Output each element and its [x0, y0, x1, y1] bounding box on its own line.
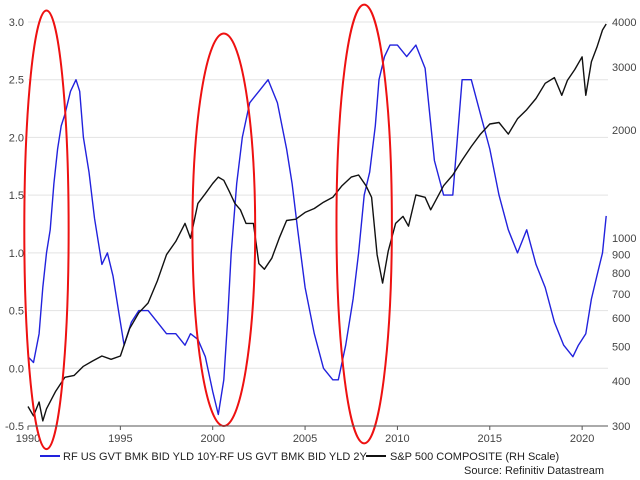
legend-label-sp500: S&P 500 COMPOSITE (RH Scale): [390, 451, 559, 463]
x-tick-label: 2000: [200, 433, 224, 445]
right-tick-label: 900: [612, 250, 630, 262]
right-tick-label: 400: [612, 376, 630, 388]
left-tick-label: 0.0: [9, 363, 24, 375]
left-tick-label: 0.5: [9, 306, 24, 318]
x-tick-label: 2015: [478, 433, 502, 445]
right-tick-label: 1000: [612, 233, 636, 245]
x-tick-label: 1995: [108, 433, 132, 445]
series-line-yield-spread: [27, 44, 607, 416]
left-axis-ticks: -0.5 0.0 0.5 1.0 1.5 2.0 2.5 3.0: [5, 17, 24, 433]
right-tick-label: 2000: [612, 125, 636, 137]
right-axis-ticks: 300 400 500 600 700 800 900 1000 2000 3000 4000: [612, 17, 636, 433]
highlight-ellipse: [335, 3, 393, 445]
left-tick-label: 2.0: [9, 132, 24, 144]
left-tick-label: 1.5: [9, 190, 24, 202]
right-tick-label: 700: [612, 289, 630, 301]
gridlines: [28, 21, 608, 427]
right-tick-label: 800: [612, 268, 630, 280]
right-tick-label: 3000: [612, 62, 636, 74]
right-tick-label: 500: [612, 341, 630, 353]
right-tick-label: 300: [612, 421, 630, 433]
x-tick-label: 1990: [16, 433, 40, 445]
right-tick-label: 4000: [612, 17, 636, 29]
source-note: Source: Refinitiv Datastream: [464, 465, 604, 477]
left-tick-label: 3.0: [9, 17, 24, 29]
legend: RF US GVT BMK BID YLD 10Y-RF US GVT BMK …: [40, 451, 559, 463]
series-line-sp500: [27, 23, 607, 422]
x-tick-label: 2010: [385, 433, 409, 445]
legend-label-spread: RF US GVT BMK BID YLD 10Y-RF US GVT BMK …: [63, 451, 367, 463]
x-tick-label: 2005: [293, 433, 317, 445]
right-tick-label: 600: [612, 313, 630, 325]
x-tick-label: 2020: [570, 433, 594, 445]
left-tick-label: -0.5: [5, 421, 24, 433]
highlight-ellipse: [191, 32, 257, 427]
left-tick-label: 1.0: [9, 248, 24, 260]
series-layer: [27, 23, 607, 422]
x-axis-ticks: 1990 1995 2000 2005 2010 2015 2020: [16, 426, 594, 445]
highlight-ellipses: [23, 3, 393, 451]
highlight-ellipse: [23, 9, 70, 451]
left-tick-label: 2.5: [9, 75, 24, 87]
